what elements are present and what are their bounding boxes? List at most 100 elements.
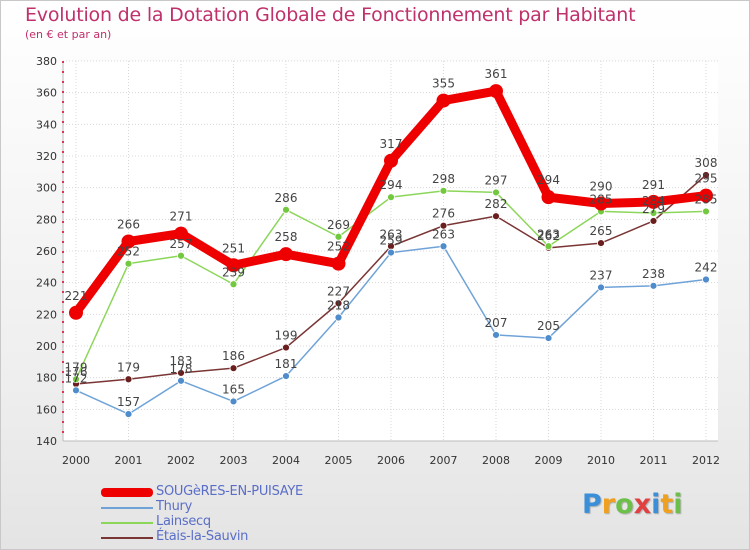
data-label: 237 [590, 268, 613, 282]
data-label: 242 [695, 261, 718, 275]
data-label: 295 [695, 172, 718, 186]
data-point [699, 188, 713, 203]
data-label: 227 [327, 284, 350, 298]
y-tick-label: 220 [36, 308, 57, 321]
data-label: 294 [537, 173, 560, 187]
data-point [229, 397, 238, 406]
data-label: 157 [117, 395, 140, 409]
data-label: 317 [380, 137, 403, 151]
data-point [124, 410, 133, 418]
data-label: 298 [432, 172, 455, 186]
logo-letter: i [673, 489, 683, 520]
logo-letter: x [633, 489, 652, 520]
data-point [177, 376, 185, 385]
data-label: 207 [485, 316, 508, 330]
data-point [489, 84, 503, 99]
data-label: 183 [170, 354, 193, 368]
data-label: 258 [275, 230, 298, 244]
y-tick-label: 360 [36, 87, 57, 100]
data-point [72, 386, 80, 395]
data-label: 263 [380, 227, 403, 241]
y-tick-label: 140 [36, 435, 57, 448]
data-label: 282 [485, 197, 508, 211]
data-point [229, 364, 238, 373]
y-tick-label: 300 [36, 182, 57, 195]
data-point [439, 186, 448, 195]
data-point [439, 221, 448, 230]
data-point [541, 190, 556, 205]
y-tick-label: 160 [36, 403, 57, 416]
data-point [387, 248, 395, 257]
data-point [177, 251, 185, 260]
data-point [124, 259, 133, 268]
x-tick-label: 2011 [640, 454, 668, 467]
y-tick-label: 320 [36, 150, 57, 163]
data-label: 265 [590, 224, 613, 238]
logo-letter: t [660, 489, 674, 520]
data-label: 262 [537, 229, 560, 243]
y-tick-label: 240 [36, 277, 57, 290]
y-tick-label: 380 [36, 55, 57, 68]
data-point [597, 283, 605, 292]
x-tick-label: 2001 [115, 454, 143, 467]
data-label: 308 [695, 156, 718, 170]
data-label: 271 [170, 210, 193, 224]
data-point [387, 193, 395, 202]
data-point [282, 372, 290, 380]
data-label: 252 [117, 245, 140, 259]
data-label: 355 [432, 77, 455, 91]
data-point [121, 234, 136, 249]
data-label: 165 [222, 382, 245, 396]
data-point [594, 196, 608, 211]
chart-title: Evolution de la Dotation Globale de Fonc… [25, 4, 636, 26]
x-tick-label: 2003 [220, 454, 248, 467]
chart-subtitle: (en € et par an) [25, 28, 112, 41]
legend-label: Étais-la-Sauvin [156, 529, 249, 544]
data-label: 279 [642, 202, 665, 216]
data-label: 205 [537, 319, 560, 333]
data-label: 178 [170, 362, 193, 376]
y-tick-label: 260 [36, 245, 57, 258]
data-point [177, 369, 185, 377]
data-point [702, 275, 710, 284]
x-tick-label: 2004 [272, 454, 300, 467]
data-point [649, 217, 658, 225]
data-label: 186 [222, 349, 245, 363]
legend-swatch [101, 506, 153, 509]
data-label: 179 [65, 360, 88, 374]
data-point [334, 313, 343, 322]
data-point [279, 247, 293, 262]
x-tick-label: 2006 [377, 454, 405, 467]
legend-label: Thury [156, 499, 192, 514]
x-tick-label: 2008 [482, 454, 510, 467]
data-label: 179 [117, 360, 140, 374]
legend-swatch [101, 488, 153, 497]
logo-letter: P [582, 489, 602, 520]
data-label: 263 [432, 227, 455, 241]
data-point [334, 232, 343, 241]
x-tick-label: 2010 [587, 454, 615, 467]
data-point [492, 188, 500, 197]
data-point [229, 280, 238, 289]
data-point [226, 258, 241, 273]
data-label: 361 [485, 67, 508, 81]
data-point [282, 205, 290, 214]
data-label: 172 [65, 371, 88, 385]
legend-label: Lainsecq [156, 514, 211, 529]
x-tick-label: 2005 [325, 454, 353, 467]
data-label: 257 [170, 237, 193, 251]
data-label: 176 [65, 365, 88, 379]
legend-label: SOUGèRES-EN-PUISAYE [156, 484, 303, 499]
logo-letter: o [615, 489, 634, 520]
data-label: 290 [590, 180, 613, 194]
data-point [544, 334, 553, 342]
data-point [124, 375, 133, 384]
data-point [282, 343, 290, 352]
data-point [331, 256, 346, 271]
data-label: 251 [222, 241, 245, 255]
data-point [439, 242, 448, 251]
y-tick-label: 200 [36, 340, 57, 353]
x-tick-label: 2012 [692, 454, 720, 467]
data-label: 291 [642, 178, 665, 192]
